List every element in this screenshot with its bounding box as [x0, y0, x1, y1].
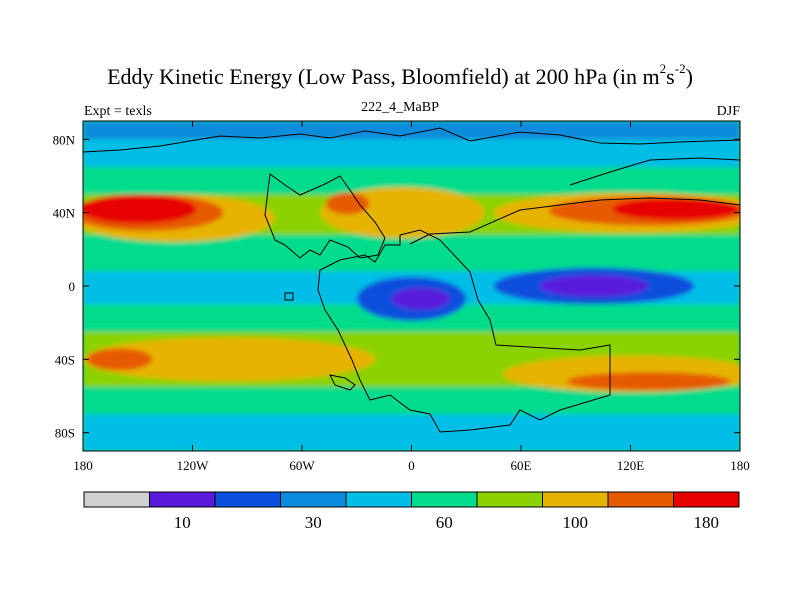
field-band — [83, 234, 740, 253]
energy-field — [83, 121, 740, 451]
x-tick-label: 60W — [289, 458, 315, 473]
colorbar-swatch — [673, 491, 740, 508]
x-tick-label: 60E — [511, 458, 532, 473]
y-axis: 80N 40N 0 40S 80S — [53, 132, 740, 441]
colorbar-swatch — [345, 491, 412, 508]
x-tick-label: 0 — [408, 458, 415, 473]
field-contour — [566, 372, 731, 391]
field-contour — [612, 198, 740, 220]
x-tick-label: 120E — [617, 458, 645, 473]
field-contour — [539, 275, 649, 297]
experiment-label: Expt = texls — [84, 104, 152, 119]
y-tick-label: 40N — [53, 206, 76, 221]
field-band — [83, 253, 740, 272]
x-tick-label: 120W — [177, 458, 210, 473]
field-band — [83, 414, 740, 451]
colorbar: 10 30 60 100 180 — [83, 491, 740, 532]
field-contour — [83, 194, 197, 224]
chart-title: Eddy Kinetic Energy (Low Pass, Bloomfiel… — [107, 60, 693, 89]
colorbar-label: 30 — [305, 513, 322, 532]
colorbar-swatch — [607, 491, 674, 508]
run-label: 222_4_MaBP — [361, 100, 439, 115]
colorbar-label: 100 — [563, 513, 589, 532]
field-contour — [325, 192, 370, 215]
season-label: DJF — [716, 104, 740, 119]
colorbar-swatch — [83, 491, 150, 508]
colorbar-swatch — [280, 491, 347, 508]
y-tick-label: 80N — [53, 132, 76, 147]
field-band — [83, 121, 740, 140]
colorbar-swatch — [476, 491, 543, 508]
x-axis: 180 120W 60W 0 60E 120E 180 — [73, 121, 750, 473]
x-tick-label: 180 — [730, 458, 750, 473]
field-contour — [86, 348, 153, 371]
colorbar-label: 60 — [436, 513, 453, 532]
colorbar-swatch — [149, 491, 216, 508]
colorbar-swatch — [411, 491, 478, 508]
colorbar-label: 180 — [694, 513, 720, 532]
x-tick-label: 180 — [73, 458, 93, 473]
colorbar-label: 10 — [174, 513, 191, 532]
y-tick-label: 80S — [55, 426, 75, 441]
colorbar-swatch — [542, 491, 609, 508]
field-contour — [83, 337, 375, 382]
coastline-outline — [83, 127, 740, 433]
y-tick-label: 0 — [69, 279, 76, 294]
colorbar-swatch — [214, 491, 281, 508]
field-contour — [391, 287, 450, 310]
y-tick-label: 40S — [55, 352, 75, 367]
